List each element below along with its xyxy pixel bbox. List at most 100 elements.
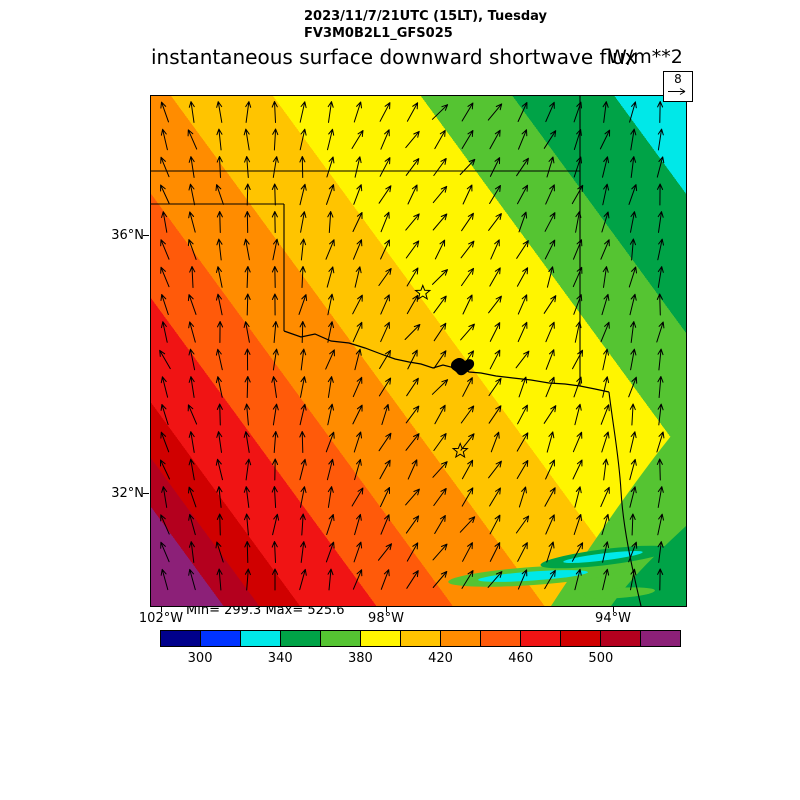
wind-arrow [432, 269, 448, 285]
wind-arrow [160, 184, 170, 205]
wind-arrow [630, 211, 637, 233]
wind-arrow [244, 403, 251, 426]
wind-arrow [272, 321, 279, 343]
wind-arrow [459, 158, 476, 176]
wind-arrow [543, 295, 557, 314]
wind-arrow [378, 268, 392, 286]
wind-arrow [160, 101, 169, 123]
wind-arrow [601, 211, 610, 233]
wind-arrow [406, 267, 419, 287]
colorbar-segment [400, 631, 440, 646]
wind-arrow [187, 239, 197, 260]
wind-arrow [354, 513, 362, 536]
wind-arrow [461, 459, 474, 480]
wind-arrow [215, 348, 223, 371]
wind-arrow [379, 102, 391, 122]
wind-arrow [300, 376, 307, 398]
wind-arrow [160, 541, 170, 563]
wind-arrow [272, 458, 279, 481]
wind-arrow [490, 239, 500, 260]
x-axis-tick-label-98w: 98°W [368, 611, 404, 626]
colorbar-segment [600, 631, 640, 646]
wind-arrow [327, 101, 334, 123]
wind-arrow [299, 183, 307, 206]
wind-arrow [160, 431, 170, 453]
wind-arrow [271, 211, 278, 233]
wind-arrow [327, 376, 334, 398]
wind-arrow [380, 239, 390, 260]
wind-reference-arrow-icon [668, 88, 686, 95]
wind-arrow [244, 183, 251, 206]
wind-arrow [188, 458, 195, 481]
wind-arrow [159, 349, 171, 370]
wind-arrow [216, 156, 223, 178]
wind-arrow [571, 542, 584, 562]
wind-arrow [351, 487, 364, 507]
wind-arrow [545, 349, 555, 370]
wind-arrow [325, 431, 335, 453]
wind-arrow [244, 513, 251, 536]
wind-arrow [629, 458, 637, 481]
y-axis-tick-label-36n: 36°N [111, 228, 144, 243]
wind-arrow [516, 460, 529, 479]
wind-arrow [544, 569, 556, 590]
wind-arrow [628, 541, 638, 563]
wind-arrow [243, 431, 250, 453]
wind-arrow [352, 321, 363, 343]
wind-arrow [299, 513, 306, 536]
wind-arrow [575, 211, 582, 233]
wind-arrow [380, 129, 390, 150]
wind-arrow [271, 101, 278, 123]
wind-arrow [353, 101, 362, 123]
wind-arrow [271, 376, 278, 398]
wind-arrow [299, 403, 307, 426]
wind-arrow [599, 129, 611, 150]
wind-arrow [545, 101, 555, 123]
wind-arrow [488, 405, 502, 424]
wind-arrow [405, 488, 420, 506]
colorbar-ticks: 300 340 380 420 460 500 [160, 651, 681, 667]
wind-arrow [602, 458, 609, 481]
wind-arrow [600, 321, 610, 343]
wind-arrow [517, 569, 528, 590]
wind-arrow [380, 569, 390, 590]
wind-arrow [600, 404, 610, 425]
wind-arrow [517, 404, 528, 425]
wind-arrow [657, 568, 664, 591]
river-border [283, 330, 610, 393]
wind-arrow [353, 184, 363, 205]
wind-arrow [489, 185, 501, 204]
wind-reference-value: 8 [674, 72, 682, 86]
wind-arrow [160, 128, 168, 151]
wind-arrow [489, 267, 501, 287]
wind-arrow [327, 211, 334, 233]
wind-arrow [299, 321, 306, 343]
wind-arrow [405, 405, 420, 424]
colorbar-tick-label: 300 [187, 651, 213, 666]
x-axis-tick-label-94w: 94°W [595, 611, 631, 626]
wind-arrow [378, 185, 392, 204]
wind-arrow [351, 130, 364, 149]
flux-field [151, 96, 686, 606]
wind-arrow [431, 104, 449, 120]
wind-arrow [406, 294, 419, 315]
wind-arrow [600, 486, 610, 508]
wind-arrow [379, 459, 391, 480]
wind-arrow [300, 211, 307, 233]
wind-arrow [299, 101, 307, 123]
wind-arrow [629, 486, 637, 508]
wind-arrow [272, 128, 279, 151]
wind-arrow [406, 570, 419, 589]
wind-arrow [434, 129, 446, 150]
wind-arrow [461, 130, 474, 149]
wind-arrow [543, 405, 557, 424]
wind-arrow [160, 239, 170, 260]
wind-arrow [546, 431, 555, 453]
colorbar-segment [440, 631, 480, 646]
wind-arrow [326, 514, 335, 535]
wind-arrow [517, 102, 528, 122]
wind-arrow [216, 101, 223, 123]
colorbar-segment [360, 631, 400, 646]
wind-arrow [630, 348, 637, 371]
